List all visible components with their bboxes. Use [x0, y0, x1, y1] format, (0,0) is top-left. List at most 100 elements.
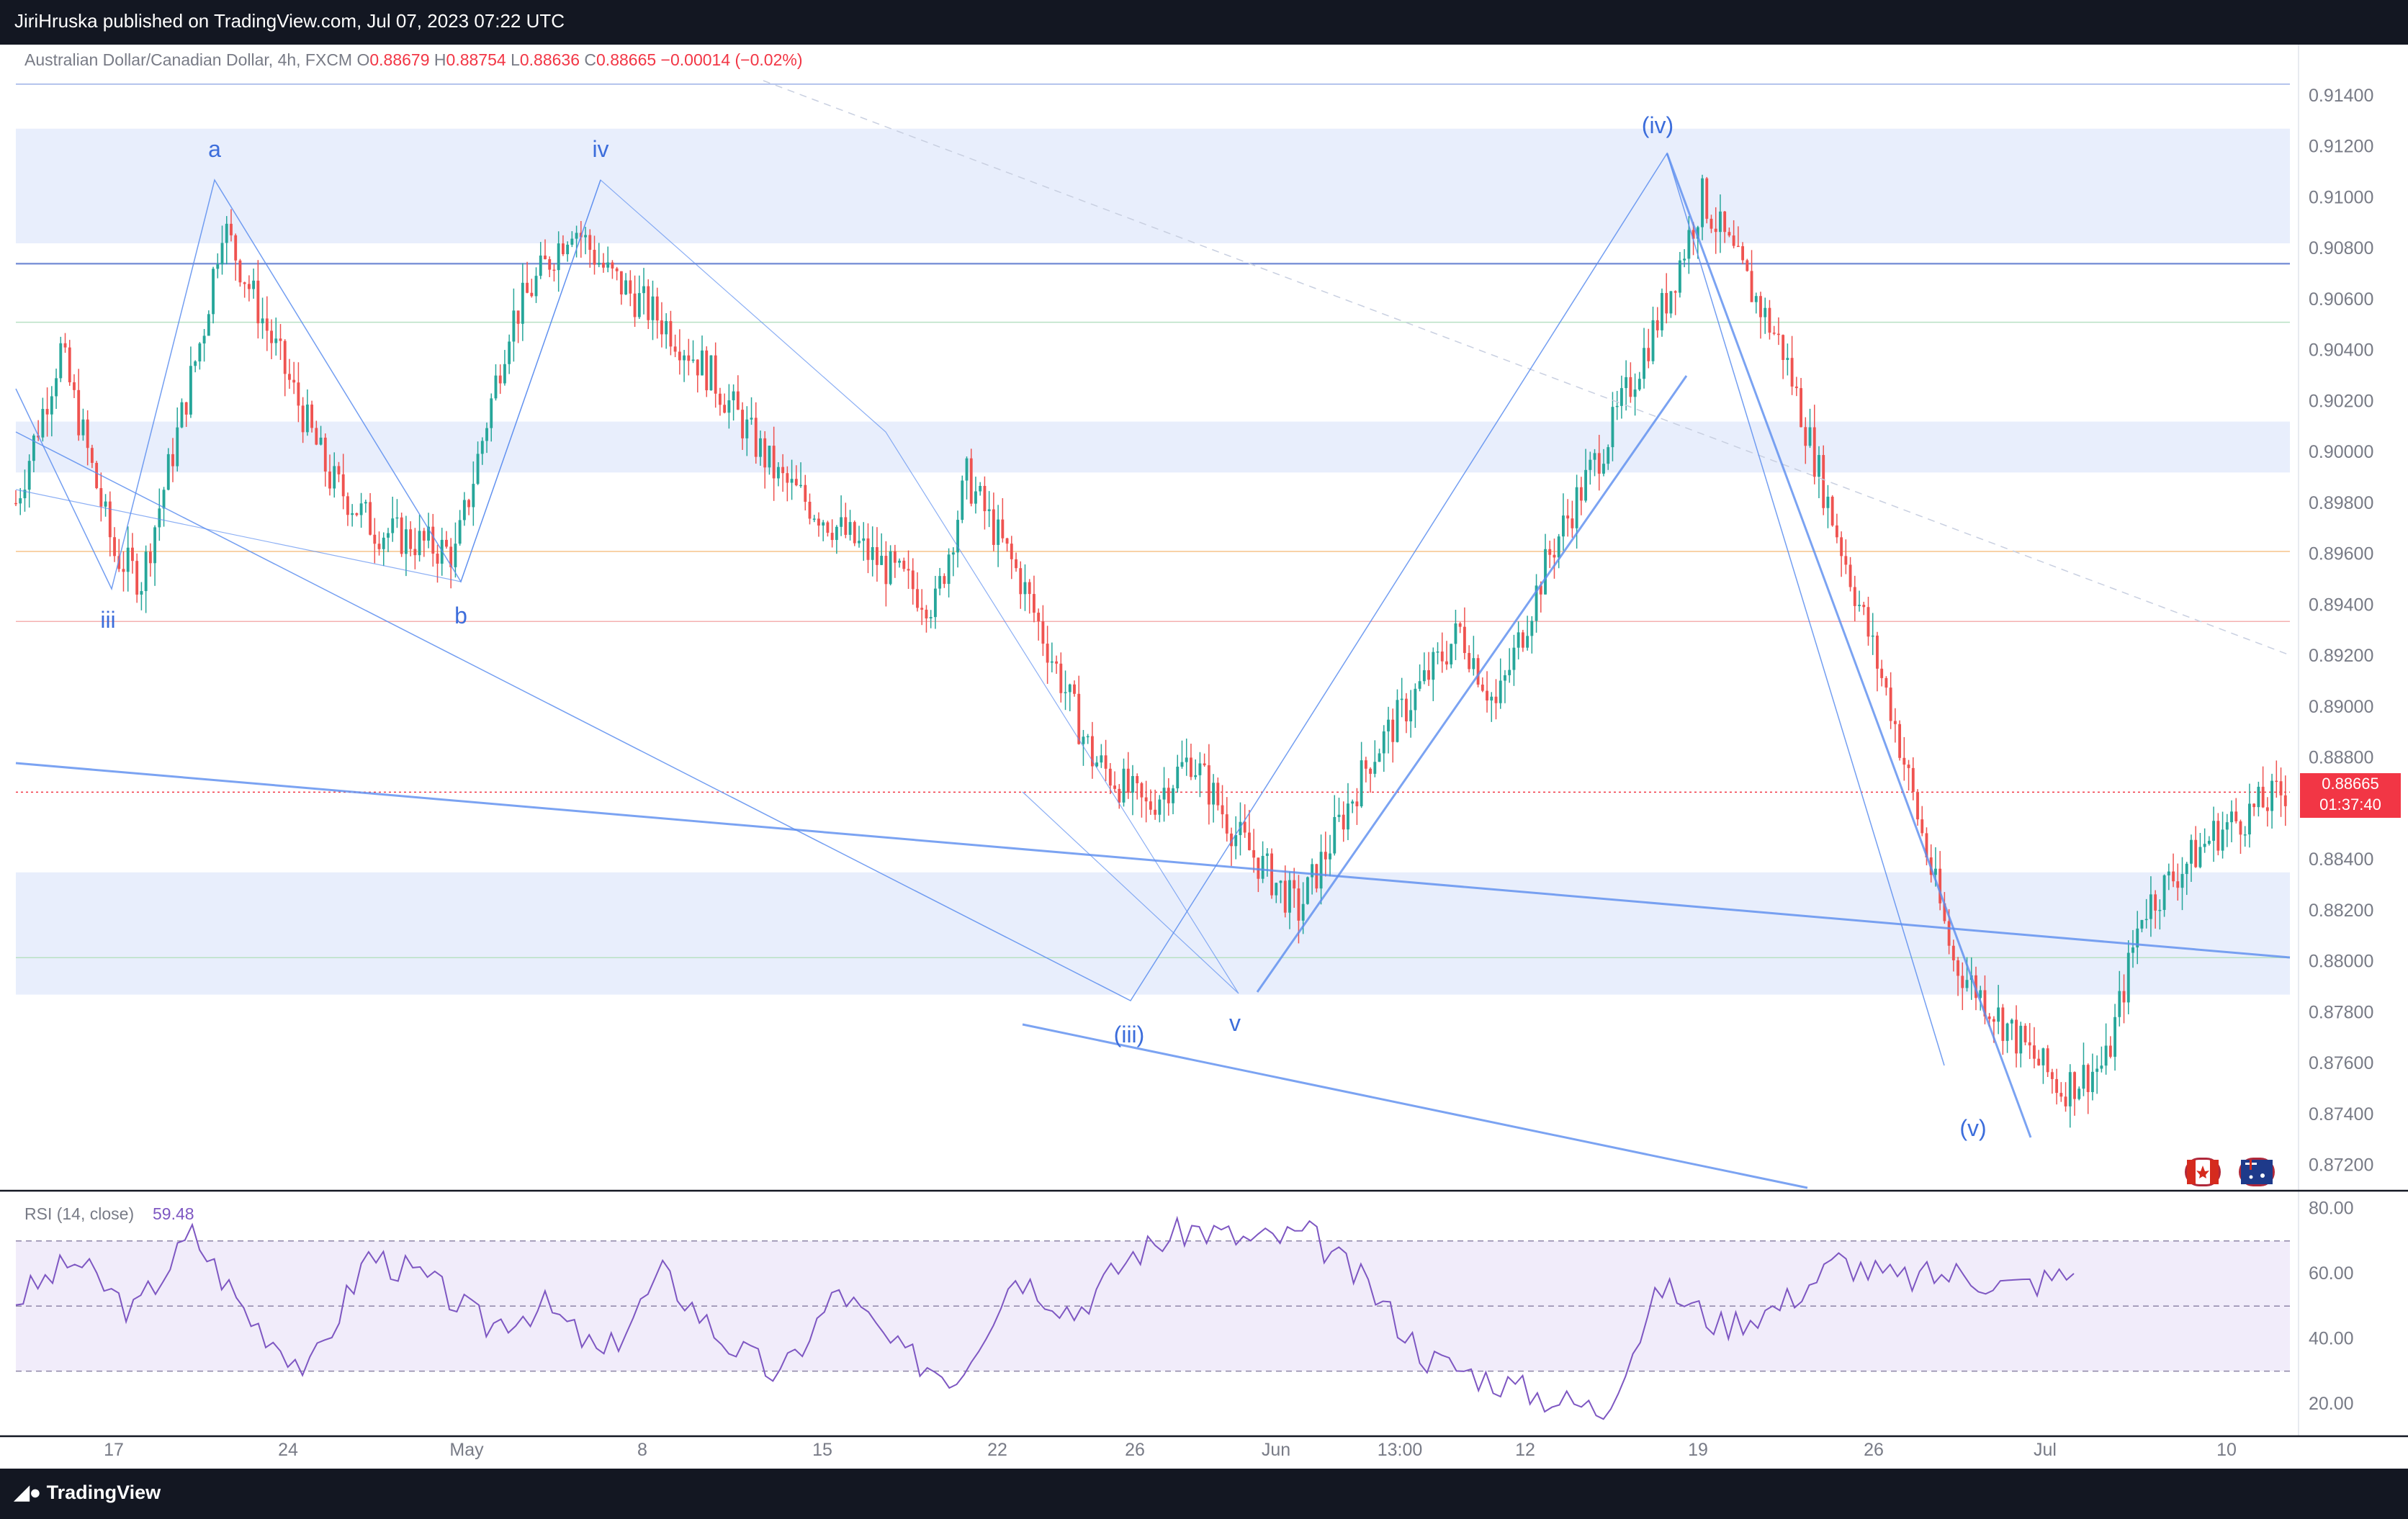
candle-body	[449, 546, 453, 567]
candle-body	[1902, 757, 1906, 765]
candle-body	[2234, 811, 2238, 821]
candle-body	[274, 338, 278, 343]
candle-body	[108, 501, 112, 538]
candle-body	[2028, 1042, 2031, 1046]
candle-body	[916, 589, 919, 608]
candle-body	[395, 517, 399, 519]
candle-body	[2104, 1045, 2108, 1066]
candle-body	[2176, 881, 2180, 888]
candle-body	[575, 233, 578, 239]
canada-flag-icon[interactable]	[2185, 1158, 2221, 1186]
candle-body	[1669, 291, 1673, 314]
candle-body	[530, 292, 534, 297]
candle-body	[1589, 459, 1592, 470]
candle-body	[1512, 647, 1516, 670]
candle-body	[1172, 788, 1174, 803]
candle-body	[494, 375, 498, 399]
candle-body	[1822, 455, 1825, 508]
candle-body	[1100, 755, 1103, 763]
candle-body	[1046, 644, 1049, 663]
candle-body	[1463, 626, 1466, 654]
candle-body	[822, 522, 825, 526]
candle-body	[718, 393, 722, 405]
candle-body	[220, 243, 224, 265]
candle-body	[875, 547, 879, 565]
candle-body	[951, 552, 955, 555]
candle-body	[1750, 271, 1753, 302]
candle-body	[126, 547, 130, 572]
candle-body	[252, 280, 256, 289]
candle-body	[270, 330, 273, 343]
candle-body	[1301, 903, 1305, 921]
candle-body	[1656, 320, 1659, 330]
australia-flag-icon[interactable]	[2239, 1158, 2275, 1186]
candle-body	[786, 473, 789, 483]
candle-body	[1696, 227, 1699, 239]
trend-line-channel-mid	[1256, 375, 1688, 993]
candle-body	[14, 502, 17, 505]
candle-body	[1933, 868, 1937, 875]
price-tick-label: 0.91000	[2309, 187, 2373, 207]
candle-body	[323, 437, 327, 472]
time-tick-label: 15	[812, 1440, 832, 1460]
candle-body	[1956, 960, 1959, 976]
candle-body	[1732, 235, 1735, 246]
candle-body	[2073, 1072, 2076, 1099]
candle-body	[1794, 386, 1798, 389]
candle-body	[63, 343, 67, 348]
trend-line-channel-low	[1022, 1023, 1808, 1189]
candle-body	[593, 250, 596, 265]
candle-body	[2225, 822, 2229, 830]
candle-body	[736, 391, 740, 410]
candle-body	[243, 282, 246, 284]
candle-body	[2243, 834, 2247, 836]
candle-body	[2212, 821, 2216, 841]
candle-body	[315, 428, 318, 445]
symbol-name[interactable]: Australian Dollar/Canadian Dollar, 4h, F…	[24, 50, 353, 69]
candle-body	[32, 435, 35, 461]
candle-body	[1997, 1007, 2000, 1022]
candle-body	[2154, 894, 2157, 911]
candle-body	[1360, 760, 1363, 807]
candle-body	[1015, 559, 1017, 569]
candle-body	[1490, 696, 1493, 701]
candle-body	[1808, 427, 1812, 446]
candle-body	[965, 458, 969, 481]
candle-body	[808, 502, 812, 519]
candle-body	[669, 321, 673, 347]
candle-body	[588, 235, 592, 251]
candle-body	[1252, 849, 1256, 858]
time-tick-label: 24	[278, 1440, 298, 1460]
candle-body	[584, 235, 587, 238]
candle-body	[665, 321, 668, 335]
candle-body	[732, 391, 735, 401]
candle-body	[1772, 333, 1776, 334]
candle-body	[1853, 587, 1856, 606]
candle-body	[1661, 292, 1663, 330]
candle-body	[2194, 839, 2198, 867]
candle-body	[566, 244, 570, 255]
bar-countdown: 01:37:40	[2319, 795, 2381, 813]
candle-body	[768, 446, 771, 468]
candle-body	[1297, 888, 1300, 921]
candle-body	[1180, 762, 1184, 767]
candle-body	[2122, 991, 2126, 1003]
candle-body	[73, 382, 76, 390]
candle-body	[1835, 525, 1838, 538]
candle-body	[1073, 684, 1076, 694]
rsi-tick-label: 40.00	[2309, 1328, 2354, 1348]
chart-svg[interactable]: a iii b iv (iii) v (iv) (v) 0.91400 0.91200 0.9100…	[0, 45, 2408, 1469]
footer-bar	[0, 1469, 2408, 1519]
candle-body	[1427, 670, 1431, 680]
candle-body	[2010, 1019, 2013, 1024]
candle-body	[1203, 763, 1206, 765]
wave-path-major	[15, 152, 1945, 1066]
symbol-legend: Australian Dollar/Canadian Dollar, 4h, F…	[24, 50, 802, 70]
candle-body	[1355, 801, 1359, 807]
candle-body	[131, 547, 134, 562]
candle-body	[409, 529, 413, 549]
tradingview-logo[interactable]: ◢● TradingView	[14, 1482, 161, 1504]
candle-body	[2172, 871, 2175, 882]
candle-body	[2261, 786, 2265, 808]
candle-body	[413, 549, 417, 556]
